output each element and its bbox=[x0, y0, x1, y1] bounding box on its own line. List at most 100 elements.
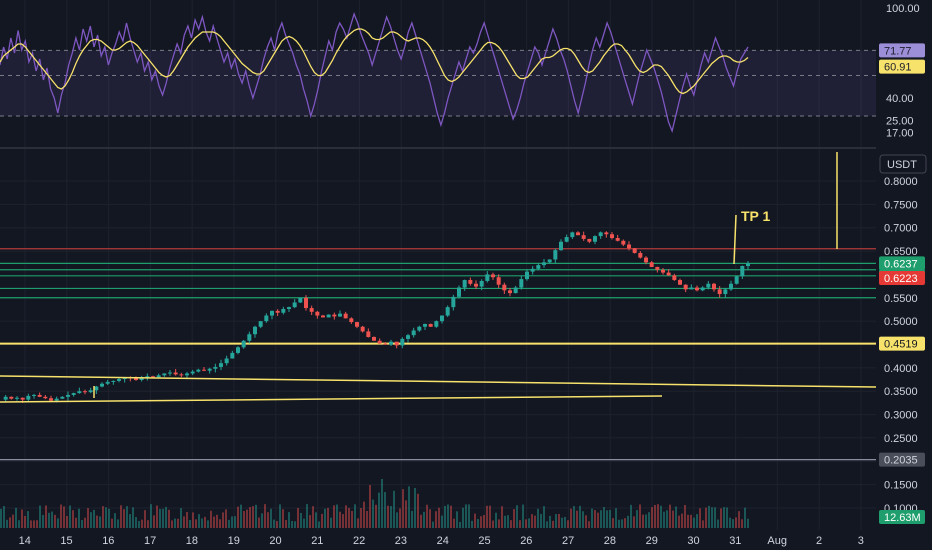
oscillator-tag-value-bg bbox=[879, 59, 925, 74]
candle-body bbox=[15, 397, 19, 399]
volume-bar bbox=[315, 512, 317, 528]
price-tag-5-bg bbox=[879, 510, 925, 524]
candle-body bbox=[468, 280, 473, 284]
candle-body bbox=[338, 313, 342, 317]
oscillator-series-line bbox=[0, 28, 749, 95]
volume-bar bbox=[252, 506, 254, 528]
volume-bar bbox=[672, 510, 674, 528]
volume-bar bbox=[336, 504, 338, 528]
volume-bar bbox=[507, 515, 509, 528]
candle-body bbox=[247, 334, 252, 341]
volume-bar bbox=[186, 511, 188, 528]
volume-bar bbox=[306, 504, 308, 528]
volume-bar bbox=[543, 506, 545, 528]
candle-body bbox=[655, 266, 660, 270]
candle-body bbox=[661, 269, 665, 273]
price-tag-0-bg bbox=[879, 256, 925, 271]
volume-bar bbox=[420, 514, 422, 528]
candle-body bbox=[366, 331, 371, 338]
volume-bar bbox=[462, 507, 464, 528]
volume-bar bbox=[66, 515, 68, 528]
volume-bar bbox=[588, 521, 590, 528]
volume-bar bbox=[276, 521, 278, 528]
candle-body bbox=[706, 283, 711, 288]
volume-bar bbox=[30, 520, 32, 528]
volume-bar bbox=[582, 511, 584, 528]
volume-bar bbox=[69, 505, 71, 528]
candle-body bbox=[632, 248, 637, 253]
volume-bar bbox=[231, 516, 233, 528]
volume-bar bbox=[303, 518, 305, 528]
tp-label: TP 1 bbox=[741, 208, 771, 224]
time-axis[interactable]: 14 15 16 17 18 19 20 21 22 23 24 25 26 27 28 29 30 31 Aug 2… bbox=[0, 530, 932, 550]
candle-body bbox=[638, 252, 643, 258]
volume-bar bbox=[417, 493, 419, 528]
volume-bar bbox=[120, 505, 122, 528]
volume-bar bbox=[552, 520, 554, 528]
trend-line-lower bbox=[0, 395, 663, 403]
volume-bar bbox=[378, 492, 380, 528]
oscillator-tag-upper-bg bbox=[879, 43, 925, 58]
candle-body bbox=[151, 376, 155, 378]
volume-bar bbox=[600, 510, 602, 528]
candle-body bbox=[502, 284, 507, 291]
volume-bar bbox=[348, 507, 350, 528]
drawing-lines[interactable] bbox=[0, 152, 877, 403]
volume-bar bbox=[381, 479, 383, 528]
oscillator-tick-label: 25.00 bbox=[886, 116, 914, 128]
oscillator-panel[interactable] bbox=[0, 12, 876, 134]
volume-bar bbox=[390, 505, 392, 528]
volume-bar bbox=[480, 516, 482, 528]
volume-bar bbox=[27, 511, 29, 528]
candle-body bbox=[729, 283, 733, 290]
volume-bar bbox=[216, 514, 218, 528]
volume-bar bbox=[321, 513, 323, 528]
price-tag-3-bg bbox=[879, 336, 925, 351]
volume-bar bbox=[78, 508, 80, 528]
candle-body bbox=[559, 241, 563, 251]
volume-bar bbox=[210, 510, 212, 528]
volume-bar bbox=[249, 506, 251, 528]
volume-bar bbox=[15, 507, 17, 528]
volume-bar bbox=[423, 511, 425, 528]
volume-bar bbox=[324, 508, 326, 528]
volume-bar bbox=[468, 504, 470, 528]
volume-bar bbox=[369, 484, 371, 528]
candle-body bbox=[621, 240, 626, 245]
volume-bar bbox=[297, 508, 299, 528]
candle-body bbox=[173, 372, 178, 375]
volume-bar bbox=[288, 512, 290, 528]
time-tick-label: 30 bbox=[687, 535, 699, 547]
volume-bar bbox=[192, 512, 194, 528]
price-tick-label: 0.8000 bbox=[884, 176, 918, 188]
volume-bar bbox=[627, 515, 629, 528]
candle-body bbox=[570, 232, 575, 238]
candle-body bbox=[207, 368, 212, 371]
candle-body bbox=[542, 262, 546, 266]
volume-bar bbox=[540, 513, 542, 528]
price-tick-label: 0.1500 bbox=[884, 480, 918, 492]
candle-body bbox=[411, 330, 416, 336]
candle-body bbox=[581, 235, 586, 239]
volume-bar bbox=[573, 506, 575, 528]
volume-bar bbox=[681, 513, 683, 528]
candle-body bbox=[20, 397, 25, 400]
volume-bar bbox=[258, 517, 260, 528]
volume-bar bbox=[333, 505, 335, 528]
volume-bar bbox=[687, 514, 689, 528]
volume-bar bbox=[255, 504, 257, 528]
volume-bar bbox=[189, 520, 191, 528]
time-tick-label: 21 bbox=[311, 535, 323, 547]
volume-bar bbox=[243, 511, 245, 528]
candle-body bbox=[604, 232, 609, 235]
price-panel[interactable] bbox=[0, 231, 876, 461]
volume-bar bbox=[438, 507, 440, 528]
volume-bar bbox=[375, 504, 377, 528]
candle-body bbox=[32, 394, 36, 396]
volume-bar bbox=[237, 506, 239, 528]
volume-bar bbox=[555, 514, 557, 528]
volume-bar bbox=[84, 517, 86, 528]
